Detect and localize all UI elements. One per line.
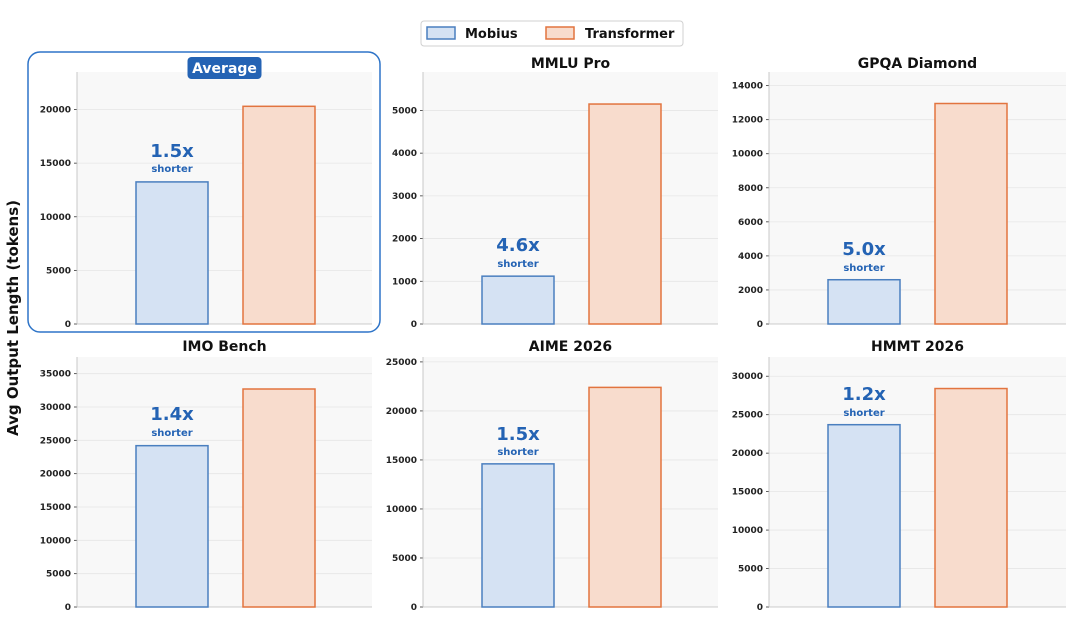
y-tick-label: 5000 xyxy=(738,565,763,575)
speedup-ratio-label: 1.4x xyxy=(150,404,194,425)
speedup-ratio-label: 4.6x xyxy=(496,235,540,256)
speedup-ratio-label: 5.0x xyxy=(842,239,886,260)
y-tick-label: 25000 xyxy=(386,358,417,368)
y-axis-label: Avg Output Length (tokens) xyxy=(4,200,22,436)
shorter-label: shorter xyxy=(843,263,884,274)
y-tick-label: 1000 xyxy=(392,277,417,287)
y-tick-label: 5000 xyxy=(46,266,71,276)
panel-gpqa-diamond: 0 2000 4000 6000 8000 10000 12000 14000 5.0x shor… xyxy=(732,56,1066,330)
panel-title: IMO Bench xyxy=(182,339,266,355)
speedup-ratio-label: 1.5x xyxy=(150,141,194,162)
bar-transformer xyxy=(242,388,316,608)
plot-area xyxy=(77,357,372,607)
plot-area xyxy=(423,72,718,324)
y-tick-label: 0 xyxy=(411,320,417,330)
y-tick-label: 0 xyxy=(757,603,763,613)
legend-label-transformer: Transformer xyxy=(585,27,675,42)
y-tick-label: 35000 xyxy=(40,370,71,380)
bar-transformer xyxy=(934,387,1008,608)
panels: 050001000015000200001.5xshorterAverage01… xyxy=(27,51,1066,613)
y-tick-label: 0 xyxy=(65,603,71,613)
panel-average: 0 5000 10000 15000 20000 1.5x shorter Average xyxy=(27,51,381,333)
panel-title: Average xyxy=(192,61,257,77)
bar-mobius xyxy=(481,275,555,325)
panel-hmmt-2026: 0 5000 10000 15000 20000 25000 30000 1.2x shorte… xyxy=(732,339,1066,613)
plot-area xyxy=(769,357,1066,607)
y-tick-label: 8000 xyxy=(738,184,763,194)
bar-transformer xyxy=(242,105,316,325)
panel-title: GPQA Diamond xyxy=(858,56,977,72)
plot-area xyxy=(769,72,1066,324)
y-tick-label: 5000 xyxy=(46,570,71,580)
y-tick-label: 15000 xyxy=(40,159,71,169)
y-tick-label: 15000 xyxy=(386,456,417,466)
bar-mobius xyxy=(481,463,555,608)
bar-transformer xyxy=(588,103,662,325)
bar-mobius xyxy=(827,423,901,608)
panel-title: AIME 2026 xyxy=(529,339,612,355)
y-tick-label: 5000 xyxy=(392,554,417,564)
y-tick-label: 20000 xyxy=(732,449,763,459)
legend-swatch-mobius xyxy=(426,26,456,40)
y-tick-label: 15000 xyxy=(732,488,763,498)
panel-imo-bench: 0 5000 10000 15000 20000 25000 30000 35000 1.4x s… xyxy=(40,339,372,613)
panel-mmlu-pro: 0 1000 2000 3000 4000 5000 4.6x shorter MMLU Pro xyxy=(392,56,718,330)
shorter-label: shorter xyxy=(151,428,192,439)
speedup-ratio-label: 1.5x xyxy=(496,424,540,445)
y-tick-label: 10000 xyxy=(40,213,71,223)
y-tick-label: 2000 xyxy=(392,235,417,245)
y-tick-label: 4000 xyxy=(392,149,417,159)
bar-mobius xyxy=(135,181,209,325)
y-tick-label: 5000 xyxy=(392,106,417,116)
y-tick-label: 25000 xyxy=(732,411,763,421)
bar-transformer xyxy=(934,102,1008,325)
shorter-label: shorter xyxy=(151,164,192,175)
legend-swatch-transformer xyxy=(545,26,575,40)
y-tick-label: 6000 xyxy=(738,218,763,228)
y-tick-label: 20000 xyxy=(386,407,417,417)
y-tick-label: 14000 xyxy=(732,82,763,92)
bar-transformer xyxy=(588,386,662,608)
y-tick-label: 10000 xyxy=(40,536,71,546)
shorter-label: shorter xyxy=(497,447,538,458)
speedup-ratio-label: 1.2x xyxy=(842,384,886,405)
y-tick-label: 10000 xyxy=(386,505,417,515)
title-badge xyxy=(187,57,262,79)
bar-mobius xyxy=(827,278,901,325)
plot-area xyxy=(77,72,372,324)
y-tick-label: 10000 xyxy=(732,150,763,160)
panel-title: HMMT 2026 xyxy=(871,339,964,355)
y-tick-label: 3000 xyxy=(392,192,417,202)
y-tick-label: 15000 xyxy=(40,503,71,513)
shorter-label: shorter xyxy=(843,408,884,419)
y-tick-label: 10000 xyxy=(732,526,763,536)
y-tick-label: 0 xyxy=(411,603,417,613)
bar-mobius xyxy=(135,444,209,608)
y-tick-label: 20000 xyxy=(40,106,71,116)
y-tick-label: 25000 xyxy=(40,436,71,446)
y-tick-label: 0 xyxy=(65,320,71,330)
panel-title: MMLU Pro xyxy=(531,56,611,72)
y-tick-label: 12000 xyxy=(732,116,763,126)
y-tick-label: 30000 xyxy=(40,403,71,413)
legend: Mobius Transformer xyxy=(420,20,684,47)
y-tick-label: 2000 xyxy=(738,286,763,296)
y-tick-label: 20000 xyxy=(40,470,71,480)
y-tick-label: 0 xyxy=(757,320,763,330)
y-tick-label: 4000 xyxy=(738,252,763,262)
shorter-label: shorter xyxy=(497,259,538,270)
panel-aime-2026: 0 5000 10000 15000 20000 25000 1.5x shorter AIME… xyxy=(386,339,718,613)
legend-label-mobius: Mobius xyxy=(465,27,518,42)
y-tick-label: 30000 xyxy=(732,372,763,382)
plot-area xyxy=(423,357,718,607)
highlight-box xyxy=(27,51,381,333)
